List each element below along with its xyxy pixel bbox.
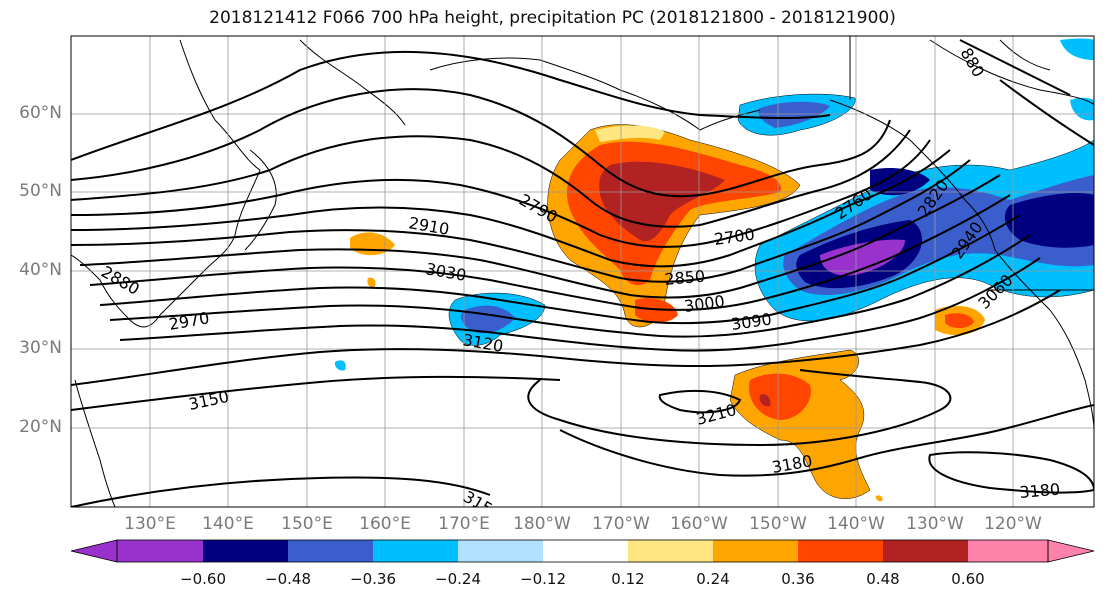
colorbar-segment bbox=[628, 540, 713, 562]
colorbar-tick-label: 0.24 bbox=[696, 570, 730, 588]
colorbar-extend-low bbox=[70, 539, 118, 563]
colorbar-extend-high bbox=[1047, 539, 1095, 563]
colorbar-segment bbox=[458, 540, 543, 562]
lon-label: 160°W bbox=[670, 514, 728, 534]
lon-label: 140°W bbox=[827, 514, 885, 534]
lon-label: 140°E bbox=[202, 514, 254, 534]
lon-label: 120°W bbox=[984, 514, 1042, 534]
coastlines bbox=[71, 36, 1094, 507]
lat-label: 60°N bbox=[19, 103, 62, 123]
lat-label: 20°N bbox=[19, 417, 62, 437]
lon-label: 160°E bbox=[359, 514, 411, 534]
colorbar-tick-label: −0.48 bbox=[265, 570, 311, 588]
lon-label: 180°W bbox=[513, 514, 571, 534]
colorbar-tick-label: 0.36 bbox=[781, 570, 815, 588]
colorbar-tick-label: −0.60 bbox=[180, 570, 226, 588]
lon-label: 130°W bbox=[906, 514, 964, 534]
colorbar-segment bbox=[968, 540, 1048, 562]
contour-label: 2850 bbox=[664, 267, 706, 289]
colorbar-tick-label: 0.12 bbox=[611, 570, 645, 588]
height-contours bbox=[71, 39, 1094, 507]
colorbar-tick-label: 0.60 bbox=[951, 570, 985, 588]
colorbar-segment bbox=[713, 540, 798, 562]
map-frame bbox=[70, 35, 1095, 508]
colorbar-segment bbox=[543, 540, 628, 562]
colorbar-tick-label: −0.24 bbox=[435, 570, 481, 588]
lon-label: 150°E bbox=[281, 514, 333, 534]
colorbar-segment bbox=[203, 540, 288, 562]
lon-label: 150°W bbox=[749, 514, 807, 534]
colorbar-segment bbox=[288, 540, 373, 562]
colorbar-segment bbox=[883, 540, 968, 562]
colorbar-segment bbox=[373, 540, 458, 562]
lon-label: 130°E bbox=[124, 514, 176, 534]
lat-label: 30°N bbox=[19, 338, 62, 358]
contour-label: 3180 bbox=[1019, 480, 1061, 502]
colorbar-tick-label: 0.48 bbox=[866, 570, 900, 588]
colorbar-segment bbox=[798, 540, 883, 562]
colorbar-tick-label: −0.36 bbox=[350, 570, 396, 588]
lon-label: 170°W bbox=[592, 514, 650, 534]
colorbar bbox=[70, 539, 1095, 563]
map-title: 2018121412 F066 700 hPa height, precipit… bbox=[209, 8, 896, 28]
gridlines bbox=[71, 36, 1094, 507]
colorbar-segment bbox=[117, 540, 203, 562]
colorbar-tick-label: −0.12 bbox=[520, 570, 566, 588]
lon-label: 170°E bbox=[438, 514, 490, 534]
lat-label: 40°N bbox=[19, 260, 62, 280]
lat-label: 50°N bbox=[19, 181, 62, 201]
